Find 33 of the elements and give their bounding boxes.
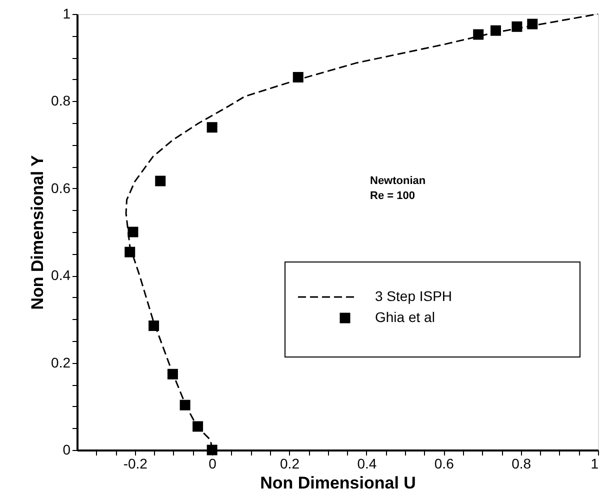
x-tick-label: 0.6 bbox=[434, 456, 454, 472]
x-tick-label: 0.8 bbox=[512, 456, 532, 472]
x-tick-label: -0.2 bbox=[123, 456, 148, 472]
y-tick-label: 0.6 bbox=[51, 180, 71, 196]
point bbox=[490, 25, 501, 36]
y-tick-label: 0 bbox=[62, 442, 71, 458]
x-tick-label: 0.2 bbox=[280, 456, 300, 472]
point bbox=[148, 320, 160, 331]
y-tick-label: 1 bbox=[62, 6, 71, 22]
point bbox=[155, 176, 166, 186]
y-axis-title: Non Dimensional Y bbox=[28, 154, 48, 310]
y-tick-label: 0.2 bbox=[51, 354, 71, 370]
x-tick-label: 1 bbox=[590, 456, 599, 472]
y-tick-label: 0.4 bbox=[51, 267, 71, 284]
point bbox=[180, 400, 190, 410]
point bbox=[124, 246, 136, 258]
point bbox=[206, 122, 218, 133]
x-axis-title: Non Dimensional U bbox=[260, 474, 416, 492]
point bbox=[512, 21, 522, 32]
point bbox=[473, 29, 484, 40]
point bbox=[192, 421, 204, 432]
point bbox=[527, 18, 538, 30]
x-tick-label: 0 bbox=[208, 456, 217, 472]
y-tick-label: 0.8 bbox=[51, 92, 71, 109]
annotation: Re = 100 bbox=[370, 190, 415, 202]
x-tick-label: 0.4 bbox=[357, 456, 377, 472]
point bbox=[167, 368, 178, 380]
point bbox=[128, 226, 138, 238]
point bbox=[206, 444, 218, 456]
point bbox=[292, 72, 304, 82]
legend-label: 3 Step ISPH bbox=[375, 288, 452, 304]
legend-label: Ghia et al bbox=[375, 309, 435, 325]
annotation: Newtonian bbox=[370, 175, 426, 187]
